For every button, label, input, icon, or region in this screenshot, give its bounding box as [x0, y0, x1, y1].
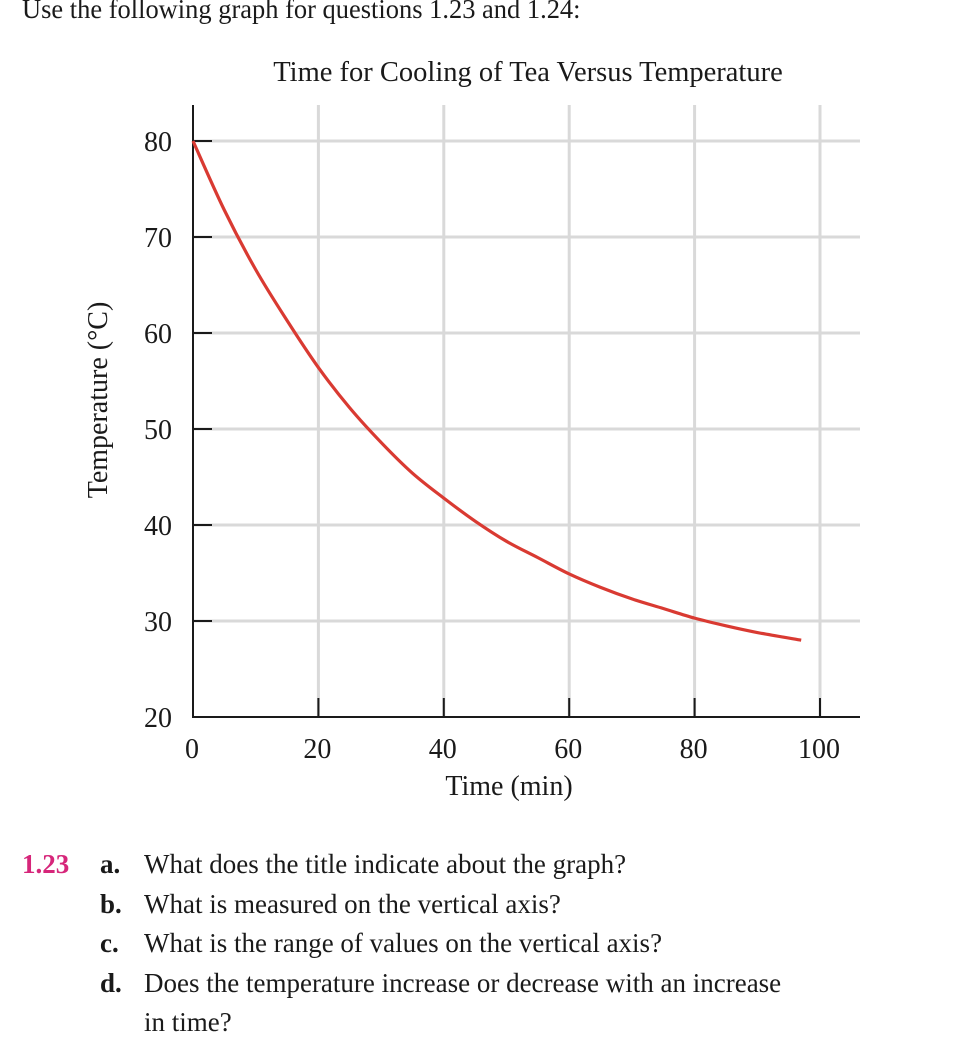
y-tick-label: 20 [144, 703, 172, 734]
y-tick-label: 30 [144, 607, 172, 638]
question-item-c: c. What is the range of values on the ve… [22, 924, 781, 964]
series [191, 140, 802, 642]
y-tick-label: 40 [144, 511, 172, 542]
question-letter: a. [100, 849, 121, 879]
question-item-a: 1.23 a. What does the title indicate abo… [22, 845, 781, 885]
y-axis-label: Temperature (°C) [83, 302, 114, 499]
question-number: 1.23 [22, 849, 70, 879]
question-text: in time? [144, 1007, 232, 1037]
question-text: What is measured on the vertical axis? [144, 888, 561, 919]
chart-title: Time for Cooling of Tea Versus Temperatu… [273, 57, 782, 88]
x-tick-label: 20 [303, 734, 331, 765]
x-tick-label: 40 [429, 734, 457, 765]
x-tick-label: 60 [554, 734, 582, 765]
x-tick-label: 80 [680, 734, 708, 765]
y-tick-label: 60 [144, 319, 172, 350]
intro-text: Use the following graph for questions 1.… [22, 0, 581, 24]
y-tick-label: 70 [144, 223, 172, 254]
axes [192, 105, 860, 718]
grid [193, 105, 860, 717]
question-item-b: b. What is measured on the vertical axis… [22, 885, 781, 925]
x-tick-label: 100 [798, 734, 840, 765]
question-item-d-continuation: in time? [22, 1003, 781, 1043]
x-axis-label: Time (min) [445, 771, 572, 802]
question-letter: c. [100, 928, 119, 958]
question-text: Does the temperature increase or decreas… [144, 967, 782, 998]
question-text: What does the title indicate about the g… [144, 849, 627, 879]
y-tick-label: 50 [144, 415, 172, 446]
series-line-tea-temperature [191, 140, 802, 642]
cooling-chart: Time for Cooling of Tea Versus Temperatu… [83, 57, 860, 802]
question-letter: b. [100, 888, 122, 919]
question-text: What is the range of values on the verti… [144, 928, 663, 958]
question-letter: d. [100, 967, 122, 998]
x-tick-label: 0 [185, 734, 199, 765]
question-block: 1.23 a. What does the title indicate abo… [22, 845, 781, 1043]
question-item-d: d. Does the temperature increase or decr… [22, 964, 781, 1004]
y-tick-label: 80 [144, 127, 172, 158]
ticks [193, 140, 821, 717]
tick-labels: 20 30 40 50 60 70 80 0 20 40 60 80 100 [144, 127, 840, 765]
